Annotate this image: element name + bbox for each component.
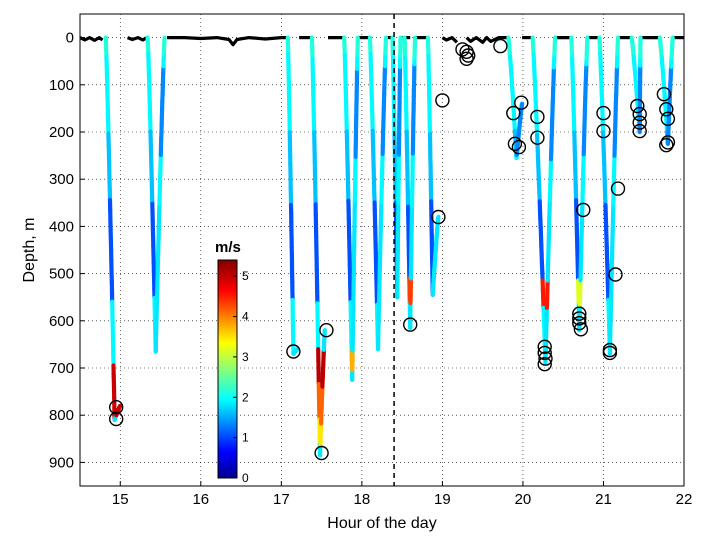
- y-axis-label: Depth, m: [21, 218, 38, 283]
- y-tick-label: 700: [49, 360, 74, 377]
- dive-profile: [367, 35, 389, 352]
- event-circle: [632, 123, 647, 139]
- y-tick-label: 400: [49, 218, 74, 235]
- event-circle: [573, 322, 589, 337]
- event-circle: [530, 109, 545, 125]
- dive-profile: [530, 35, 558, 366]
- event-circle: [537, 339, 552, 354]
- event-circle: [493, 38, 508, 54]
- event-markers: [108, 38, 676, 461]
- colorbar: m/s 0 1 2 3 4 5: [215, 239, 249, 485]
- x-tick-label: 22: [676, 491, 693, 508]
- event-circle: [632, 115, 647, 130]
- surface-track: [126, 36, 148, 42]
- colorbar-tick-label: 5: [242, 269, 249, 283]
- event-circle: [660, 135, 676, 150]
- plot-frame: [79, 13, 685, 487]
- x-tick-label: 15: [112, 491, 129, 508]
- event-circle: [602, 345, 618, 361]
- event-circle: [596, 105, 611, 121]
- event-circle: [608, 267, 623, 282]
- dive-profile: [402, 35, 418, 330]
- event-circle: [459, 51, 474, 66]
- event-circle: [656, 86, 672, 102]
- y-tick-label: 300: [49, 171, 74, 188]
- colorbar-tick-label: 0: [242, 471, 249, 485]
- event-circle: [431, 209, 446, 225]
- surface-track: [167, 36, 287, 47]
- event-circle: [630, 98, 645, 114]
- dive-profile: [309, 35, 327, 458]
- y-tick-label: 900: [49, 454, 74, 471]
- event-circle: [506, 105, 521, 121]
- event-circle: [514, 95, 529, 110]
- y-tick-label: 0: [66, 30, 74, 47]
- colorbar-tick-label: 2: [242, 390, 249, 404]
- event-circle: [576, 202, 591, 218]
- y-axis-ticks: 0 100 200 300 400 500 600 700 800 900: [49, 30, 85, 471]
- event-circle: [108, 411, 124, 427]
- event-circle: [530, 130, 545, 145]
- dive-profile: [342, 35, 360, 382]
- event-circle: [660, 111, 676, 127]
- event-circle: [572, 311, 587, 326]
- colorbar-tick-label: 1: [242, 431, 249, 445]
- event-circle: [537, 345, 552, 361]
- colorbar-gradient: [217, 259, 238, 479]
- surface-track: [441, 36, 459, 44]
- event-circle: [108, 400, 124, 415]
- event-circle: [659, 102, 674, 117]
- x-tick-label: 20: [515, 491, 532, 508]
- event-circle: [610, 181, 626, 196]
- event-circle: [596, 123, 611, 139]
- event-circle: [632, 106, 647, 122]
- dive-profile: [145, 35, 167, 354]
- colorbar-tick-label: 4: [242, 310, 249, 324]
- event-circle: [538, 351, 553, 366]
- x-tick-label: 17: [273, 491, 290, 508]
- dive-profile: [425, 35, 441, 297]
- y-tick-label: 500: [49, 266, 74, 283]
- event-circle: [286, 344, 301, 359]
- event-circle: [537, 357, 552, 372]
- colorbar-tick-label: 3: [242, 350, 249, 364]
- event-circle: [319, 323, 334, 338]
- event-circle: [435, 93, 450, 108]
- y-tick-label: 600: [49, 313, 74, 330]
- dive-profile: [285, 35, 300, 356]
- event-circle: [572, 306, 587, 321]
- y-tick-label: 200: [49, 124, 74, 141]
- surface-track: [465, 36, 509, 44]
- colorbar-title: m/s: [215, 239, 241, 256]
- dive-tracks: [80, 35, 684, 458]
- event-circle: [572, 316, 587, 331]
- event-circle: [659, 137, 674, 153]
- surface-track: [80, 36, 104, 42]
- x-tick-label: 18: [354, 491, 371, 508]
- x-tick-label: 16: [192, 491, 209, 508]
- y-tick-label: 100: [49, 77, 74, 94]
- x-axis-label: Hour of the day: [327, 515, 436, 532]
- event-circle: [511, 139, 527, 155]
- colorbar-ticks: 0 1 2 3 4 5: [233, 269, 249, 485]
- event-circle: [403, 317, 418, 332]
- dive-profile: [597, 35, 621, 356]
- x-axis-ticks: 15 16 17 18 19 20 21 22: [112, 481, 692, 508]
- x-tick-label: 19: [434, 491, 451, 508]
- y-tick-label: 800: [49, 407, 74, 424]
- event-circle: [507, 136, 523, 152]
- x-tick-label: 21: [595, 491, 612, 508]
- event-circle: [314, 445, 329, 461]
